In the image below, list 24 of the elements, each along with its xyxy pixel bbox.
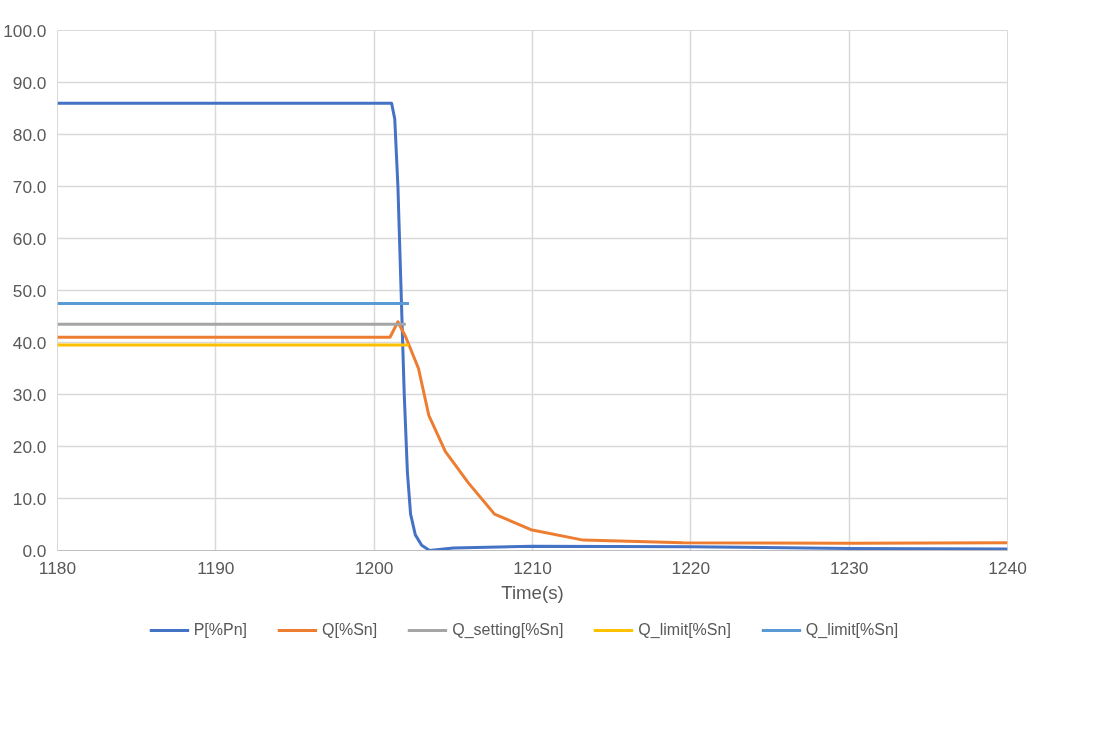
y-tick-label: 20.0 bbox=[12, 436, 47, 457]
y-tick-label: 90.0 bbox=[12, 72, 47, 93]
y-tick-label: 40.0 bbox=[12, 332, 47, 353]
legend-label: Q[%Sn] bbox=[322, 621, 378, 639]
y-tick-label: 50.0 bbox=[12, 280, 47, 301]
x-axis-title: Time(s) bbox=[501, 581, 564, 603]
y-tick-label: 100.0 bbox=[3, 20, 47, 41]
y-tick-label: 60.0 bbox=[12, 228, 47, 249]
legend-label: P[%Pn] bbox=[193, 621, 248, 639]
legend-label: Q_limit[%Sn] bbox=[805, 621, 899, 639]
y-tick-label: 70.0 bbox=[12, 176, 47, 197]
legend-label: Q_setting[%Sn] bbox=[452, 621, 564, 639]
x-tick-label: 1240 bbox=[988, 557, 1027, 578]
x-tick-label: 1230 bbox=[829, 557, 869, 578]
y-tick-label: 80.0 bbox=[12, 124, 47, 145]
x-tick-label: 1190 bbox=[197, 557, 235, 578]
x-tick-label: 1200 bbox=[354, 557, 394, 578]
x-tick-label: 1220 bbox=[671, 557, 711, 578]
x-tick-label: 1210 bbox=[513, 557, 552, 578]
legend-label: Q_limit[%Sn] bbox=[638, 621, 731, 639]
y-tick-label: 30.0 bbox=[12, 384, 47, 405]
y-tick-label: 10.0 bbox=[12, 488, 47, 509]
line-series bbox=[57, 320, 1008, 545]
line-series bbox=[57, 101, 1008, 551]
